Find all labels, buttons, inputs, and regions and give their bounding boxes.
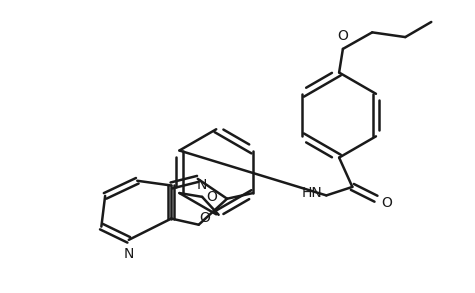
Text: O: O [199, 211, 210, 225]
Text: N: N [196, 178, 207, 193]
Text: O: O [337, 29, 348, 43]
Text: O: O [206, 190, 217, 204]
Text: O: O [381, 195, 392, 209]
Text: N: N [124, 247, 134, 261]
Text: HN: HN [302, 186, 323, 200]
